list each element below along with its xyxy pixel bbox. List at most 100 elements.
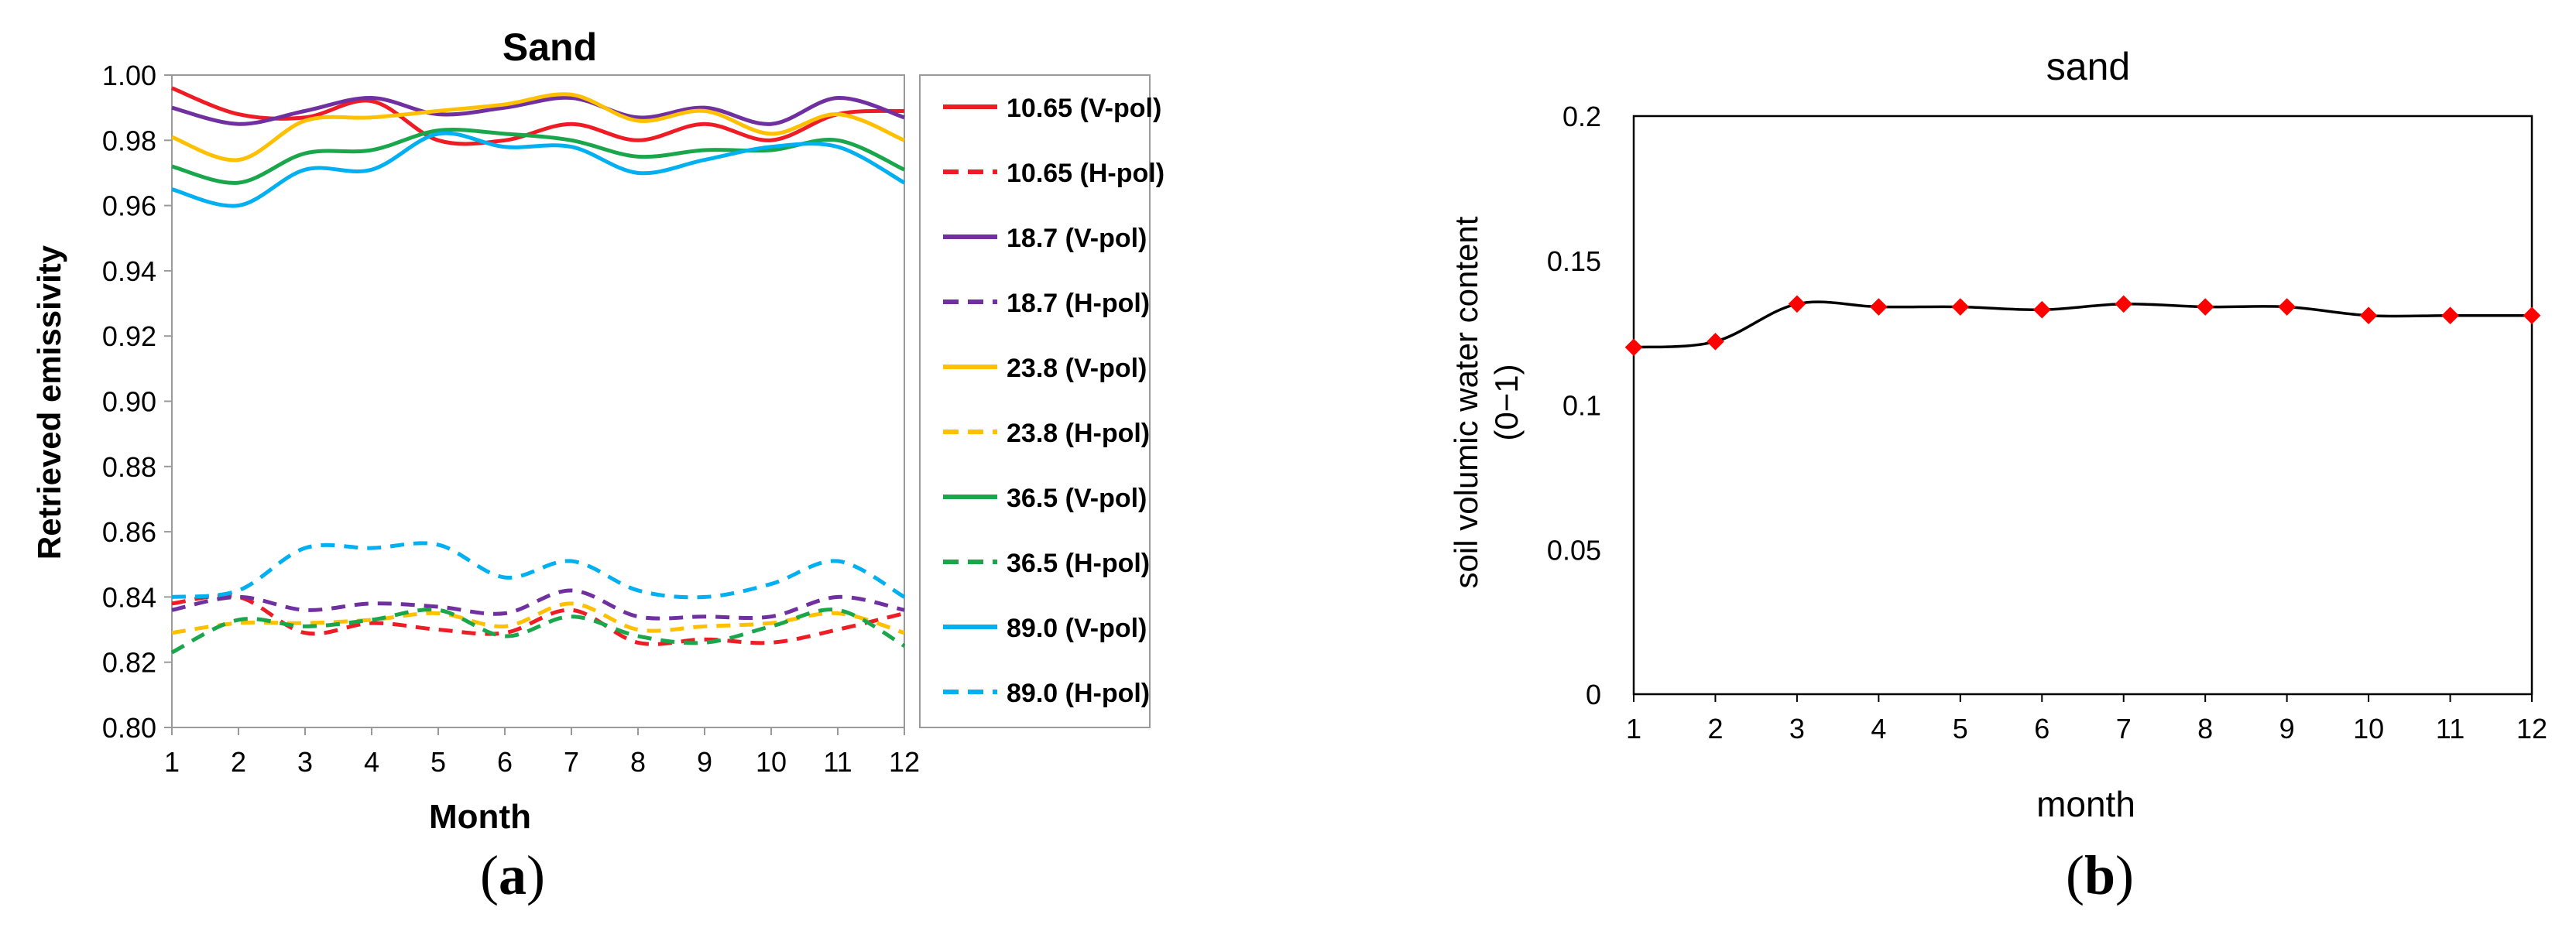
- chart-a-series-line: [171, 128, 906, 185]
- chart-a-y-tick-label: 0.92: [102, 320, 156, 352]
- caption-b-close: ): [2115, 844, 2135, 906]
- chart-a-y-tick-label: 0.86: [102, 516, 156, 548]
- chart-b-x-tick-label: 7: [2116, 713, 2132, 744]
- chart-a-x-tick-label: 9: [697, 746, 712, 778]
- caption-b: (b): [2066, 844, 2134, 908]
- chart-b-data-point: [2441, 306, 2459, 325]
- chart-b-y-axis-unit: (0−1): [1488, 364, 1525, 440]
- chart-a-series-lines: [170, 86, 906, 655]
- chart-a-x-tick-label: 2: [231, 746, 246, 778]
- chart-a-legend-label: 10.65 (V-pol): [1007, 94, 1161, 123]
- chart-b-x-tick-label: 8: [2197, 713, 2213, 744]
- caption-a-letter: a: [498, 844, 527, 906]
- chart-a-legend-label: 18.7 (V-pol): [1007, 224, 1147, 253]
- chart-b-x-tick-label: 4: [1871, 713, 1886, 744]
- chart-b-data-point: [1624, 338, 1643, 357]
- chart-a-x-ticks: 1 2 3 4 5 6 7 8 9 10 11 12: [164, 727, 920, 778]
- chart-a-series-line: [171, 95, 905, 126]
- chart-b-data-point: [1870, 298, 1888, 316]
- chart-a-x-tick-label: 7: [564, 746, 579, 778]
- chart-b-y-axis-label: soil volumic water content: [1448, 216, 1484, 588]
- chart-a-y-tick-label: 0.82: [102, 647, 156, 679]
- chart-a-legend-label: 89.0 (V-pol): [1007, 614, 1147, 643]
- chart-a-y-tick-label: 1.00: [102, 60, 156, 91]
- chart-b-y-ticks: 0 0.05 0.1 0.15 0.2: [1547, 101, 1601, 710]
- caption-a-open: (: [480, 844, 499, 906]
- chart-a-y-tick-label: 0.80: [102, 712, 156, 744]
- chart-a-x-tick-label: 4: [364, 746, 379, 778]
- chart-a-legend-label: 18.7 (H-pol): [1007, 289, 1150, 318]
- chart-b-x-tick-label: 6: [2034, 713, 2049, 744]
- chart-b-x-tick-label: 11: [2436, 713, 2465, 744]
- chart-a-series-line: [171, 588, 905, 621]
- chart-b-data-point: [2359, 306, 2378, 325]
- chart-a-y-tick-label: 0.84: [102, 581, 156, 613]
- chart-b-soil-water: sand 00.050.10.150.2 1 2 3 4 5 6 7 8 9 10 11 12 mon…: [1448, 45, 2547, 824]
- chart-b-title: sand: [2046, 45, 2130, 88]
- chart-b-data-point: [2032, 300, 2051, 319]
- chart-b-x-axis-label: month: [2036, 784, 2135, 824]
- chart-a-x-tick-label: 10: [756, 746, 787, 778]
- chart-a-legend-label: 89.0 (H-pol): [1007, 679, 1150, 708]
- chart-b-x-ticks: 1 2 3 4 5 6 7 8 9 10 11 12: [1626, 694, 2547, 744]
- chart-b-y-tick-label: 0.15: [1547, 245, 1601, 277]
- chart-a-x-tick-label: 5: [430, 746, 446, 778]
- chart-a-y-tick-label: 0.94: [102, 255, 156, 287]
- chart-a-legend-label: 23.8 (V-pol): [1007, 354, 1147, 383]
- caption-a: (a): [480, 844, 545, 908]
- chart-a-legend-label: 23.8 (H-pol): [1007, 419, 1150, 448]
- chart-a-series-line: [171, 131, 906, 208]
- chart-a-legend-box: [919, 74, 1151, 728]
- chart-a-series-line: [171, 86, 905, 146]
- chart-a-series-line: [170, 608, 906, 655]
- caption-a-close: ): [526, 844, 545, 906]
- chart-b-y-tick-label: 0.2: [1562, 101, 1601, 132]
- chart-b-x-tick-label: 5: [1953, 713, 1968, 744]
- chart-a-y-ticks: 0.80 0.82 0.84 0.86 0.88 0.90 0.92 0.94 0.96 0.98…: [102, 60, 172, 744]
- chart-b-y-tick-label: 0: [1586, 679, 1601, 710]
- caption-b-letter: b: [2084, 844, 2116, 906]
- chart-a-y-tick-label: 0.88: [102, 451, 156, 483]
- chart-b-data-point: [2278, 298, 2296, 316]
- chart-a-legend-label: 36.5 (V-pol): [1007, 484, 1147, 513]
- chart-a-x-tick-label: 12: [889, 746, 920, 778]
- chart-b-y-tick-label: 0.05: [1547, 534, 1601, 566]
- chart-a-x-tick-label: 8: [630, 746, 646, 778]
- chart-a-legend-label: 10.65 (H-pol): [1007, 159, 1165, 188]
- chart-a-series-line: [171, 601, 905, 635]
- chart-b-x-tick-label: 2: [1707, 713, 1723, 744]
- chart-a-title: Sand: [503, 26, 597, 69]
- chart-a-y-tick-label: 0.96: [102, 190, 156, 222]
- chart-b-data-point: [2196, 298, 2214, 316]
- chart-b-x-tick-label: 12: [2516, 713, 2547, 744]
- chart-b-data-point: [1788, 295, 1806, 313]
- chart-a-x-tick-label: 1: [164, 746, 180, 778]
- chart-a-series-line: [171, 92, 905, 163]
- chart-a-legend-label: 36.5 (H-pol): [1007, 549, 1150, 578]
- chart-b-data-point: [2523, 306, 2541, 325]
- chart-a-y-tick-label: 0.90: [102, 386, 156, 418]
- chart-a-x-tick-label: 11: [823, 746, 852, 778]
- chart-b-data-point: [2115, 295, 2133, 313]
- chart-b-plot-frame: [1632, 115, 2533, 696]
- chart-a-x-tick-label: 6: [497, 746, 513, 778]
- chart-a-series-line: [171, 541, 906, 600]
- chart-a-x-axis-label: Month: [429, 798, 531, 836]
- chart-a-emissivity: Sand 0.80 0.82 0.84 0.86 0.88 0.90 0.92 0.94 0.9…: [31, 26, 1165, 836]
- chart-a-y-axis-label: Retrieved emissivity: [31, 245, 67, 560]
- chart-a-plot-frame: [171, 74, 905, 728]
- chart-b-data-point: [1951, 298, 1970, 316]
- chart-b-x-tick-label: 3: [1789, 713, 1805, 744]
- caption-b-open: (: [2066, 844, 2084, 906]
- chart-a-y-tick-label: 0.98: [102, 125, 156, 156]
- chart-b-series-line: [1633, 300, 2532, 349]
- chart-b-x-tick-label: 9: [2279, 713, 2295, 744]
- chart-a-series-line: [171, 594, 905, 646]
- chart-b-x-tick-label: 10: [2353, 713, 2384, 744]
- chart-b-y-tick-label: 0.1: [1562, 390, 1601, 422]
- chart-a-legend: 10.65 (V-pol) 10.65 (H-pol) 18.7 (V-pol) 18…: [943, 94, 1165, 708]
- chart-b-series: [1624, 295, 2541, 357]
- chart-b-data-point: [1706, 333, 1724, 351]
- chart-a-x-tick-label: 3: [297, 746, 313, 778]
